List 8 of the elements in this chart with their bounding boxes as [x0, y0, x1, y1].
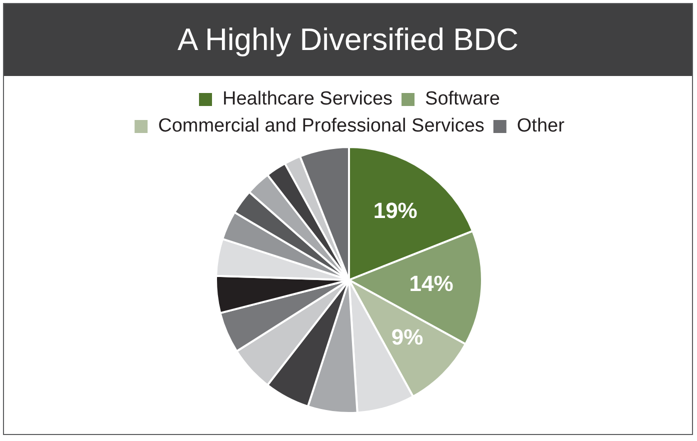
- legend-label: Software: [425, 88, 500, 110]
- data-label: 9%: [391, 324, 424, 350]
- data-label: 19%: [373, 198, 418, 223]
- legend-label: Commercial and Professional Services: [158, 116, 484, 137]
- legend-label: Healthcare Services: [222, 88, 393, 110]
- chart-title: A Highly Diversified BDC: [4, 4, 692, 76]
- data-label: 14%: [409, 271, 454, 296]
- legend-label: Other: [516, 116, 566, 137]
